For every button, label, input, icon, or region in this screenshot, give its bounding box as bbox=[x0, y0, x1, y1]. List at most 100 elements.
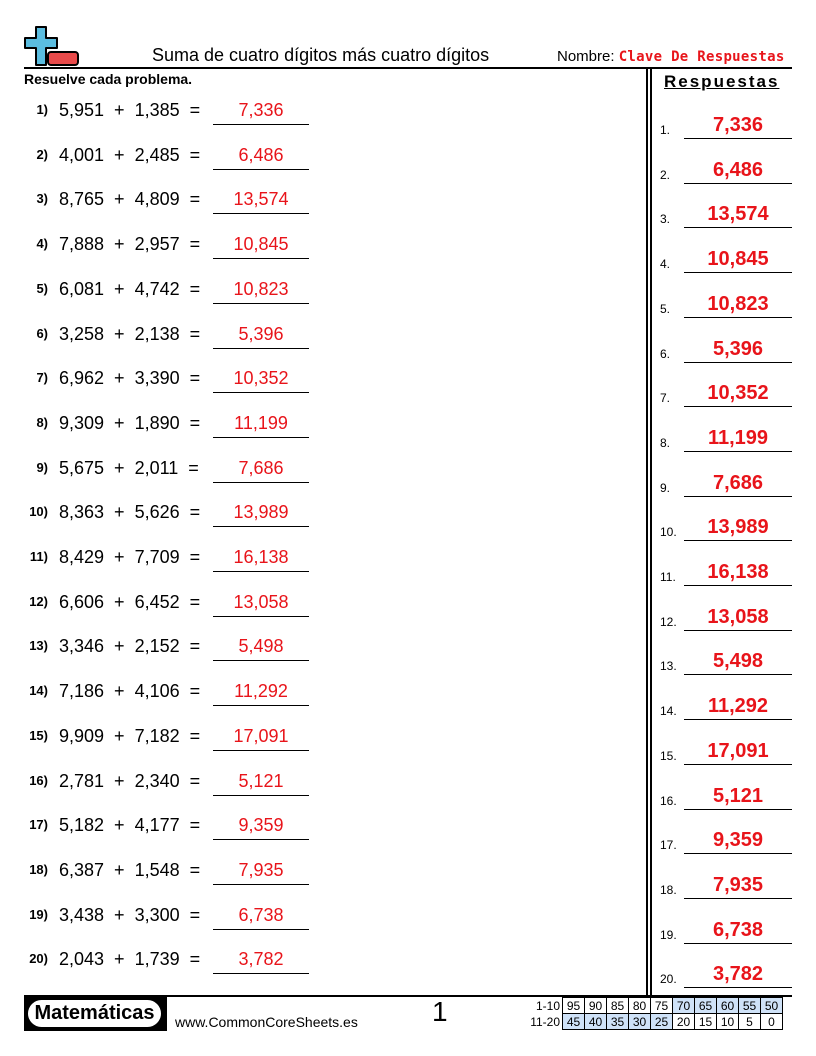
score-cell: 70 bbox=[672, 997, 695, 1014]
addend: 2,340 bbox=[134, 770, 180, 791]
answer-value: 11,199 bbox=[684, 427, 792, 452]
problem-expression: 7,888 + 2,957 = bbox=[59, 234, 201, 255]
problem-expression: 4,001 + 2,485 = bbox=[59, 144, 201, 165]
addend: 5,951 bbox=[59, 100, 105, 120]
score-cell: 80 bbox=[628, 997, 651, 1014]
addend: 5,182 bbox=[59, 815, 105, 836]
addend: 4,106 bbox=[134, 681, 180, 702]
addend: 9,309 bbox=[59, 412, 105, 433]
addend: 8,429 bbox=[59, 547, 105, 567]
score-cell: 0 bbox=[760, 1013, 783, 1030]
answer-value: 13,989 bbox=[684, 516, 792, 542]
answers-title: Respuestas bbox=[664, 72, 780, 91]
problem-expression: 9,309 + 1,890 = bbox=[59, 412, 201, 433]
addend: 3,390 bbox=[134, 368, 180, 389]
score-row: 11-20 45 40 35 30 25 20 15 10 5 0 bbox=[528, 1013, 783, 1030]
problem-answer: 7,935 bbox=[213, 860, 309, 885]
worksheet-title: Suma de cuatro dígitos más cuatro dígito… bbox=[152, 45, 490, 65]
problem-expression: 5,675 + 2,011 = bbox=[59, 457, 199, 478]
problem-number: 3) bbox=[36, 191, 48, 207]
answer-number: 20. bbox=[660, 972, 677, 987]
answer-value: 11,292 bbox=[684, 695, 792, 721]
problem-expression: 3,346 + 2,152 = bbox=[59, 636, 201, 657]
name-field: Nombre: Clave De Respuestas bbox=[557, 48, 785, 65]
footer-divider bbox=[24, 995, 792, 997]
score-cell: 65 bbox=[694, 997, 717, 1014]
problem-expression: 8,765 + 4,809 = bbox=[59, 189, 201, 210]
score-cell: 20 bbox=[672, 1013, 695, 1030]
problem-answer: 6,486 bbox=[213, 145, 309, 170]
answer-number: 7. bbox=[660, 391, 671, 406]
addend: 6,962 bbox=[59, 368, 105, 389]
answer-number: 8. bbox=[660, 435, 671, 450]
problem-number: 14) bbox=[29, 683, 48, 699]
column-divider bbox=[646, 68, 648, 996]
problem-number: 20) bbox=[29, 951, 48, 967]
problem-number: 17) bbox=[29, 817, 48, 833]
problem-answer: 13,058 bbox=[213, 592, 309, 617]
problem-number: 2) bbox=[36, 146, 48, 162]
answer-value: 7,935 bbox=[684, 874, 792, 899]
score-table: 1-10 95 90 85 80 75 70 65 60 55 50 11-20 45 40 35 30 25 2… bbox=[528, 997, 783, 1030]
problem-number: 4) bbox=[36, 236, 48, 252]
addend: 3,258 bbox=[59, 323, 105, 344]
problem-number: 6) bbox=[36, 325, 48, 341]
addend: 7,182 bbox=[134, 725, 180, 746]
problem-number: 19) bbox=[29, 906, 48, 922]
problem-number: 16) bbox=[29, 772, 48, 788]
answer-number: 17. bbox=[660, 838, 677, 853]
answer-number: 14. bbox=[660, 704, 677, 719]
answer-number: 6. bbox=[660, 346, 671, 361]
plus-minus-icon bbox=[24, 26, 79, 66]
addend: 2,152 bbox=[134, 636, 180, 657]
addend: 2,011 bbox=[134, 457, 179, 478]
answer-number: 4. bbox=[660, 257, 671, 272]
problem-answer: 5,121 bbox=[213, 771, 309, 796]
addend: 6,452 bbox=[134, 591, 180, 612]
problem-answer: 7,336 bbox=[213, 100, 309, 125]
problem-number: 8) bbox=[36, 414, 48, 430]
addend: 6,081 bbox=[59, 278, 105, 299]
problem-answer: 10,823 bbox=[213, 279, 309, 304]
answer-value: 10,823 bbox=[684, 293, 792, 318]
score-row-label: 1-10 bbox=[535, 998, 560, 1013]
addend: 2,957 bbox=[134, 234, 180, 255]
name-label: Nombre: bbox=[557, 48, 615, 65]
answer-value: 6,486 bbox=[684, 159, 792, 184]
addend: 4,177 bbox=[134, 815, 180, 836]
brand-label: Matemáticas bbox=[28, 1000, 161, 1027]
answer-number: 12. bbox=[660, 614, 677, 629]
answer-number: 18. bbox=[660, 882, 677, 897]
addend: 1,548 bbox=[134, 859, 180, 880]
answer-number: 2. bbox=[660, 167, 671, 182]
addend: 7,186 bbox=[59, 681, 105, 702]
header-divider bbox=[24, 67, 792, 69]
problem-answer: 7,686 bbox=[213, 458, 309, 483]
addend: 3,346 bbox=[59, 636, 105, 657]
addend: 3,300 bbox=[134, 904, 180, 925]
score-cell: 25 bbox=[650, 1013, 673, 1030]
problem-number: 13) bbox=[29, 638, 48, 654]
score-cell: 40 bbox=[584, 1013, 607, 1030]
addend: 2,485 bbox=[134, 144, 180, 165]
addend: 4,001 bbox=[59, 144, 105, 165]
answer-number: 9. bbox=[660, 480, 671, 495]
score-cell: 45 bbox=[562, 1013, 585, 1030]
problem-number: 1) bbox=[36, 102, 48, 117]
answer-value: 16,138 bbox=[684, 561, 792, 586]
problem-answer: 9,359 bbox=[213, 815, 309, 841]
problem-number: 11) bbox=[29, 549, 48, 564]
answer-value: 5,498 bbox=[684, 650, 792, 676]
addend: 2,781 bbox=[59, 770, 105, 791]
answer-value: 13,058 bbox=[684, 606, 792, 631]
addend: 4,809 bbox=[134, 189, 180, 210]
answer-number: 13. bbox=[660, 659, 677, 674]
score-cell: 60 bbox=[716, 997, 739, 1014]
answer-value: 3,782 bbox=[684, 963, 792, 989]
problem-answer: 16,138 bbox=[213, 547, 309, 572]
problem-answer: 17,091 bbox=[213, 726, 309, 751]
problem-number: 18) bbox=[29, 861, 48, 877]
score-cell: 55 bbox=[738, 997, 761, 1014]
problem-number: 12) bbox=[29, 593, 48, 609]
score-cell: 5 bbox=[738, 1013, 761, 1030]
